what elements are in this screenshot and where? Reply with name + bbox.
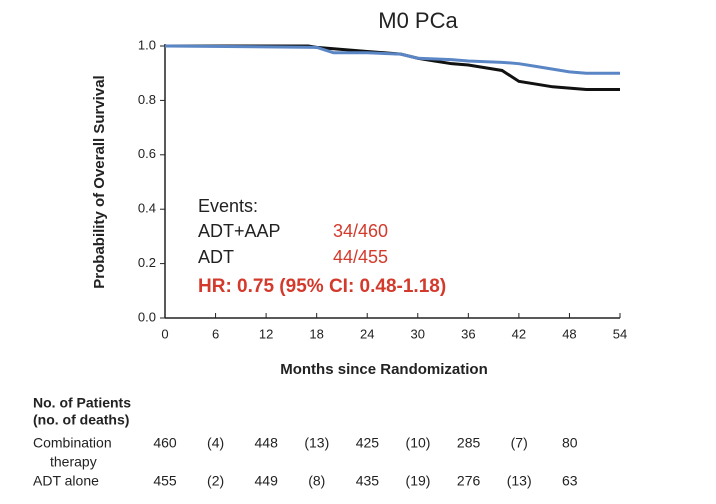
- table-cell: 80: [562, 435, 578, 451]
- table-cell: 435: [356, 473, 380, 489]
- table-cell: 276: [457, 473, 481, 489]
- x-tick-label: 36: [461, 326, 475, 341]
- x-tick-label: 24: [360, 326, 374, 341]
- table-cell: (4): [207, 435, 224, 451]
- table-cell: (13): [507, 473, 532, 489]
- y-axis-title: Probability of Overall Survival: [91, 75, 108, 288]
- table-cell: 63: [562, 473, 578, 489]
- events-heading: Events:: [198, 196, 258, 216]
- table-cell: 285: [457, 435, 481, 451]
- table-cell: 460: [153, 435, 177, 451]
- x-tick-label: 12: [259, 326, 273, 341]
- chart-title: M0 PCa: [378, 8, 458, 33]
- row-label: ADT alone: [33, 473, 99, 489]
- survival-curve: [165, 44, 620, 92]
- table-cell: 448: [255, 435, 279, 451]
- x-tick-label: 0: [161, 326, 168, 341]
- x-tick-label: 18: [309, 326, 323, 341]
- y-tick-label: 0.0: [138, 309, 156, 324]
- table-cell: 425: [356, 435, 380, 451]
- table-cell: (19): [406, 473, 431, 489]
- table-cell: (7): [511, 435, 528, 451]
- y-tick-label: 0.6: [138, 146, 156, 161]
- events-value: 34/460: [333, 221, 388, 241]
- table-cell: (2): [207, 473, 224, 489]
- y-tick-label: 0.4: [138, 201, 156, 216]
- y-tick-label: 0.2: [138, 255, 156, 270]
- table-heading: No. of Patients: [33, 395, 131, 411]
- table-cell: 449: [255, 473, 279, 489]
- row-label: Combination: [33, 435, 112, 451]
- table-heading: (no. of deaths): [33, 412, 129, 428]
- events-label: ADT: [198, 247, 234, 267]
- survival-curve: [164, 44, 620, 75]
- row-label: therapy: [50, 454, 97, 470]
- x-tick-label: 54: [613, 326, 627, 341]
- x-tick-label: 48: [562, 326, 576, 341]
- hazard-ratio: HR: 0.75 (95% CI: 0.48-1.18): [198, 276, 446, 297]
- x-axis-title: Months since Randomization: [280, 361, 488, 378]
- x-tick-label: 42: [512, 326, 526, 341]
- y-tick-label: 1.0: [138, 37, 156, 52]
- table-cell: (8): [308, 473, 325, 489]
- table-cell: (13): [304, 435, 329, 451]
- events-label: ADT+AAP: [198, 221, 281, 241]
- y-tick-label: 0.8: [138, 92, 156, 107]
- x-tick-label: 30: [411, 326, 425, 341]
- events-value: 44/455: [333, 247, 388, 267]
- table-cell: (10): [406, 435, 431, 451]
- table-cell: 455: [153, 473, 177, 489]
- x-tick-label: 6: [212, 326, 219, 341]
